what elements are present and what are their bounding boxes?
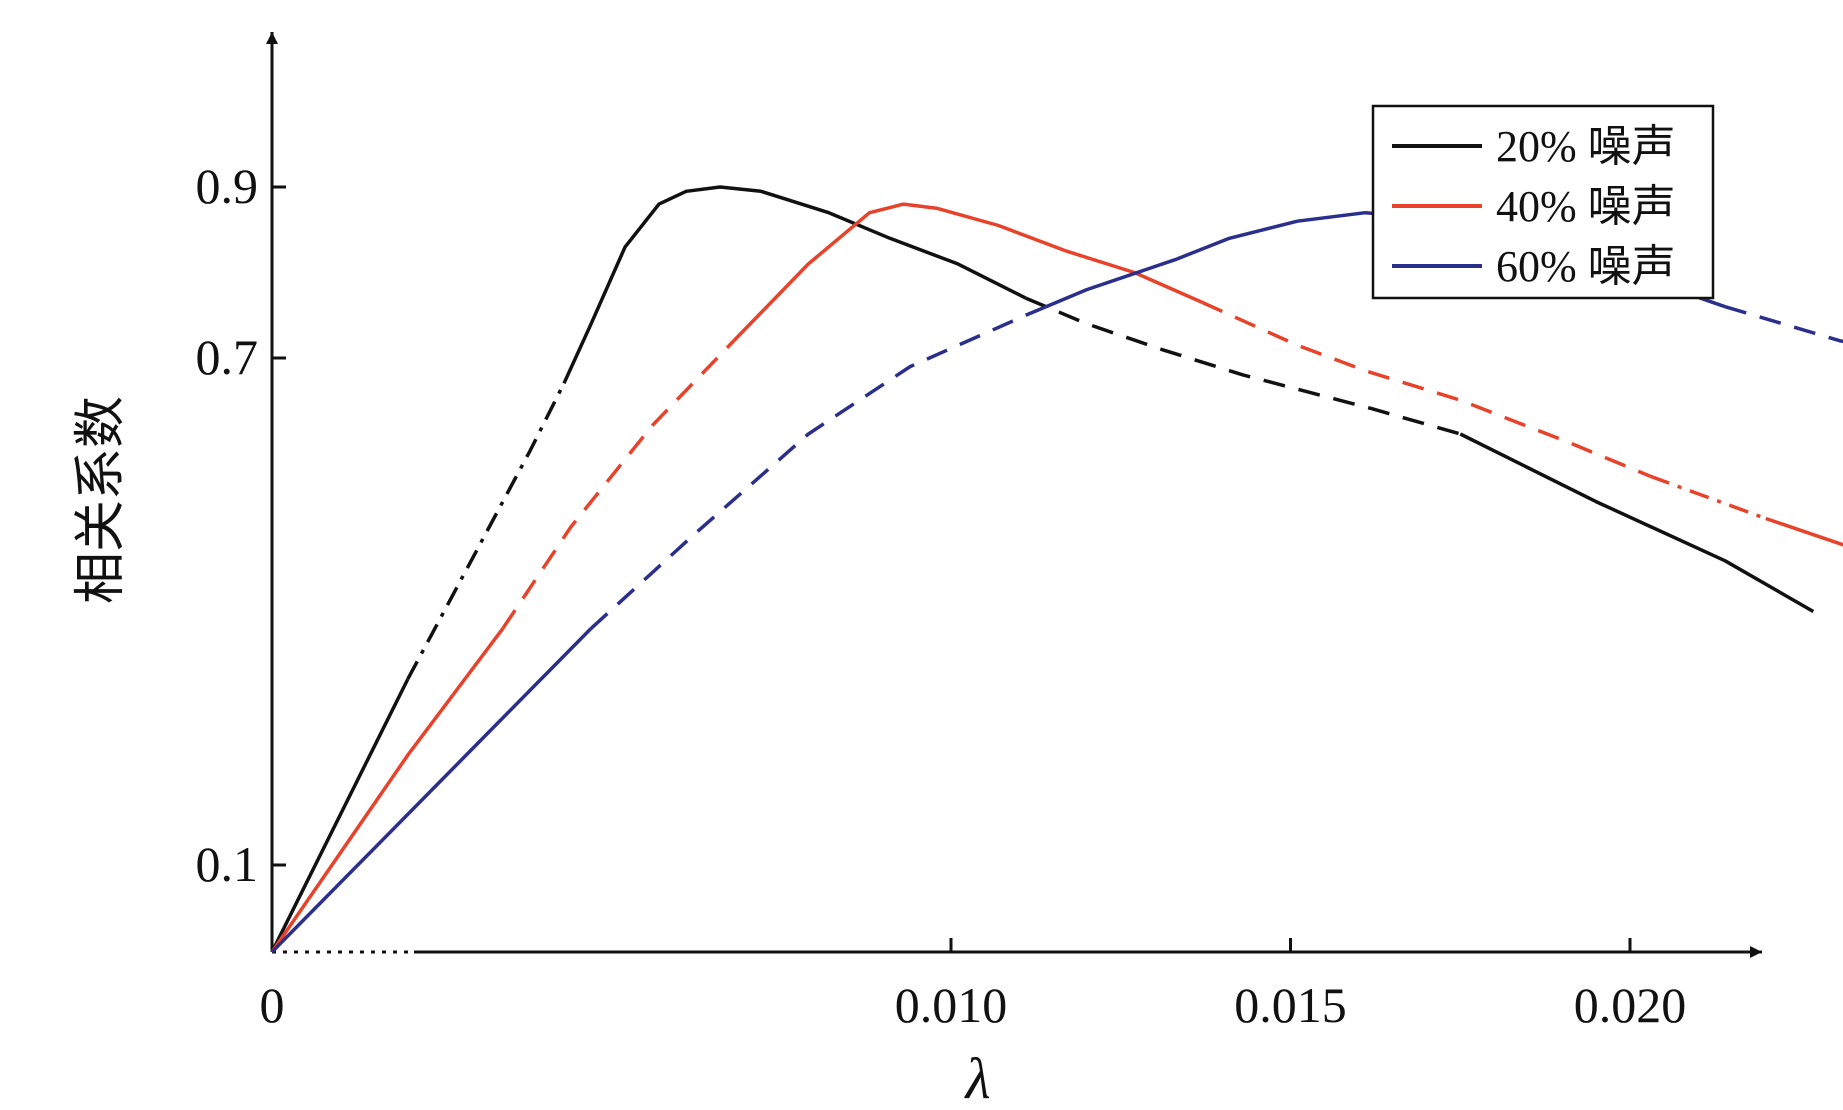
legend-label: 60% 噪声 bbox=[1496, 242, 1676, 291]
x-axis-title: λ bbox=[963, 1046, 990, 1110]
x-tick-label: 0.010 bbox=[895, 977, 1008, 1033]
legend: 20% 噪声 40% 噪声 60% 噪声 bbox=[1371, 104, 1715, 300]
y-tick-label: 0.9 bbox=[196, 158, 259, 214]
x-tick-label: 0.020 bbox=[1574, 977, 1687, 1033]
legend-label: 20% 噪声 bbox=[1496, 122, 1676, 171]
series-line-segment bbox=[589, 313, 1027, 630]
series-line-segment bbox=[270, 627, 505, 953]
y-tick-label: 0.1 bbox=[196, 836, 259, 892]
series-line-segment bbox=[562, 185, 1027, 385]
series-3 bbox=[270, 210, 1843, 954]
series-2 bbox=[270, 202, 1843, 953]
y-ticks: 0.1 0.7 0.9 bbox=[196, 158, 286, 892]
x-tick-label: 0.015 bbox=[1234, 977, 1347, 1033]
series-line-segment bbox=[732, 202, 1203, 343]
series-line-segment bbox=[1649, 474, 1767, 521]
y-axis-title: 相关系数 bbox=[73, 396, 130, 604]
series-line-segment bbox=[1459, 432, 1815, 614]
legend-label: 40% 噪声 bbox=[1496, 182, 1676, 231]
x-tick-label: 0 bbox=[260, 977, 285, 1033]
series-line-segment bbox=[1724, 305, 1843, 344]
series-line-segment bbox=[1765, 516, 1843, 547]
series-layer bbox=[270, 185, 1843, 954]
y-tick-label: 0.7 bbox=[196, 329, 259, 385]
series-1 bbox=[270, 185, 1815, 953]
series-line-segment bbox=[501, 339, 735, 630]
series-line-segment bbox=[1201, 300, 1652, 478]
series-line-segment bbox=[406, 382, 566, 680]
axes bbox=[266, 32, 1762, 958]
series-line-segment bbox=[270, 627, 593, 954]
series-line-segment bbox=[270, 678, 410, 953]
series-line-segment bbox=[1025, 296, 1461, 436]
